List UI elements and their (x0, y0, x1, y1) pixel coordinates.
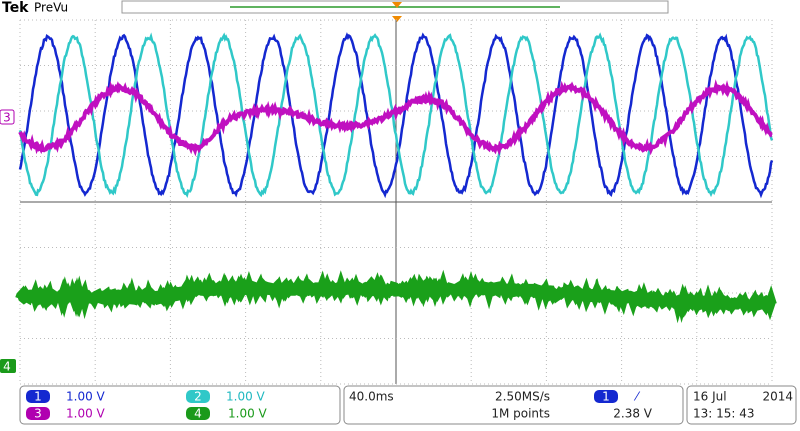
ch3-trace (18, 79, 773, 157)
ch2-badge (186, 390, 210, 403)
time-per-div: 40.0ms (349, 390, 394, 404)
trigger-position (392, 2, 402, 8)
sample-rate: 2.50MS/s (495, 390, 550, 404)
ch3-badge (26, 407, 50, 420)
ch1-trace (18, 32, 774, 199)
trigger-marker (392, 16, 402, 22)
date: 16 Jul (693, 390, 727, 404)
trigger-source: 1 (602, 390, 610, 404)
ch4-marker (0, 359, 16, 373)
ch1-badge (26, 390, 50, 403)
record-length: 1M points (491, 407, 550, 421)
ch4-scale: 1.00 V (228, 407, 268, 421)
channel-panel (19, 385, 341, 425)
clock-panel (686, 385, 797, 425)
time: 13: 15: 43 (693, 407, 755, 421)
ch1-id: 1 (34, 390, 42, 404)
ch1-scale: 1.00 V (66, 390, 106, 404)
ch2-scale: 1.00 V (226, 390, 266, 404)
ch4-trace (15, 269, 777, 324)
trigger-level: 2.38 V (613, 407, 653, 421)
ch2-trace (18, 32, 774, 198)
ch3-id: 3 (34, 407, 42, 421)
trigger-slope: ⁄ (633, 390, 641, 404)
ch4-badge (186, 407, 210, 420)
year: 2014 (762, 390, 793, 404)
trigger-source-badge (594, 390, 618, 403)
ch3-marker-label: 3 (3, 111, 11, 125)
brand: Tek (2, 0, 29, 16)
ch3-scale: 1.00 V (66, 407, 106, 421)
ch2-id: 2 (194, 390, 202, 404)
ch4-marker-label: 4 (3, 360, 11, 374)
ch4-id: 4 (194, 407, 202, 421)
mode: PreVu (34, 1, 68, 15)
waveforms (15, 32, 777, 324)
ch3-marker (0, 109, 15, 125)
